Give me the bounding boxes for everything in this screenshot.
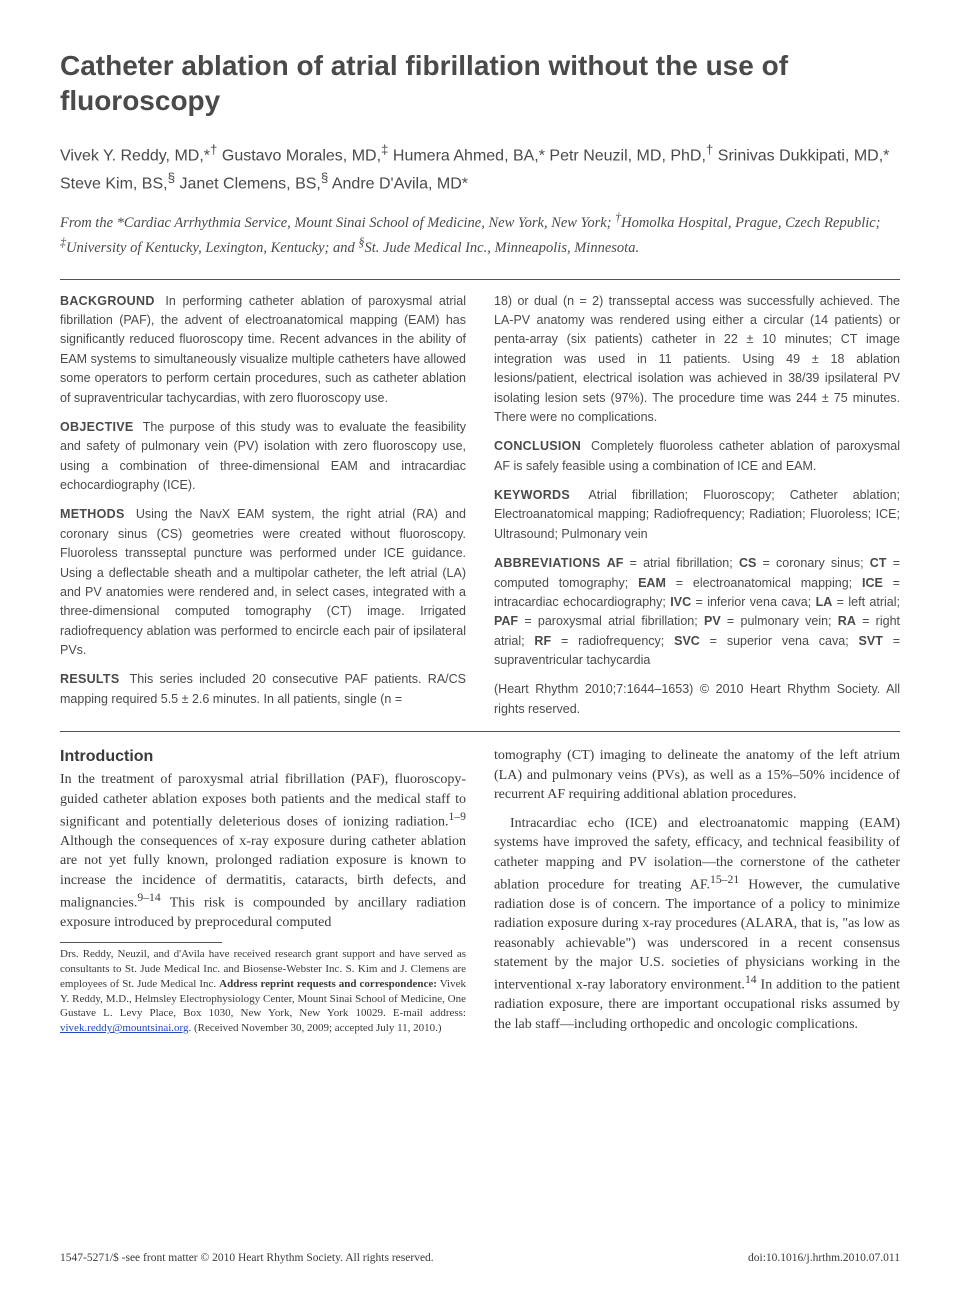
results-text-b: 18) or dual (n = 2) transseptal access w…	[494, 294, 900, 424]
intro-p3: Intracardiac echo (ICE) and electroanato…	[494, 814, 900, 1034]
body-text: Introduction In the treatment of paroxys…	[60, 746, 900, 1040]
footer-left: 1547-5271/$ -see front matter © 2010 Hea…	[60, 1252, 434, 1264]
methods-text: Using the NavX EAM system, the right atr…	[60, 507, 466, 657]
footnote-rule	[60, 942, 222, 943]
abstract-objective: OBJECTIVE The purpose of this study was …	[60, 418, 466, 496]
article-title: Catheter ablation of atrial fibrillation…	[60, 48, 900, 118]
page-footer: 1547-5271/$ -see front matter © 2010 Hea…	[60, 1252, 900, 1264]
results-text-a: This series included 20 consecutive PAF …	[60, 672, 466, 705]
conclusion-label: CONCLUSION	[494, 439, 581, 453]
keywords-label: KEYWORDS	[494, 488, 570, 502]
abstract-abbreviations: ABBREVIATIONS AF = atrial fibrillation; …	[494, 554, 900, 670]
abstract-citation: (Heart Rhythm 2010;7:1644–1653) © 2010 H…	[494, 680, 900, 719]
introduction-heading: Introduction	[60, 746, 466, 768]
affiliations: From the *Cardiac Arrhythmia Service, Mo…	[60, 209, 900, 259]
abbr-label: ABBREVIATIONS	[494, 556, 600, 570]
abstract-conclusion: CONCLUSION Completely fluoroless cathete…	[494, 437, 900, 476]
intro-p1: In the treatment of paroxysmal atrial fi…	[60, 770, 466, 932]
rule-bottom	[60, 731, 900, 732]
background-label: BACKGROUND	[60, 294, 155, 308]
abstract-results-b: 18) or dual (n = 2) transseptal access w…	[494, 292, 900, 428]
abstract-methods: METHODS Using the NavX EAM system, the r…	[60, 505, 466, 660]
abstract-background: BACKGROUND In performing catheter ablati…	[60, 292, 466, 408]
methods-label: METHODS	[60, 507, 125, 521]
abstract-results-a: RESULTS This series included 20 consecut…	[60, 670, 466, 709]
footnote-text: Drs. Reddy, Neuzil, and d'Avila have rec…	[60, 947, 466, 1036]
results-label: RESULTS	[60, 672, 120, 686]
background-text: In performing catheter ablation of parox…	[60, 294, 466, 405]
intro-p2: tomography (CT) imaging to delineate the…	[494, 746, 900, 804]
objective-label: OBJECTIVE	[60, 420, 134, 434]
rule-top	[60, 279, 900, 280]
abstract-keywords: KEYWORDS Atrial fibrillation; Fluoroscop…	[494, 486, 900, 544]
footer-right: doi:10.1016/j.hrthm.2010.07.011	[748, 1252, 900, 1264]
abstract-block: BACKGROUND In performing catheter ablati…	[60, 292, 900, 720]
abbr-text: AF = atrial fibrillation; CS = coronary …	[494, 556, 900, 667]
author-list: Vivek Y. Reddy, MD,*† Gustavo Morales, M…	[60, 140, 900, 195]
